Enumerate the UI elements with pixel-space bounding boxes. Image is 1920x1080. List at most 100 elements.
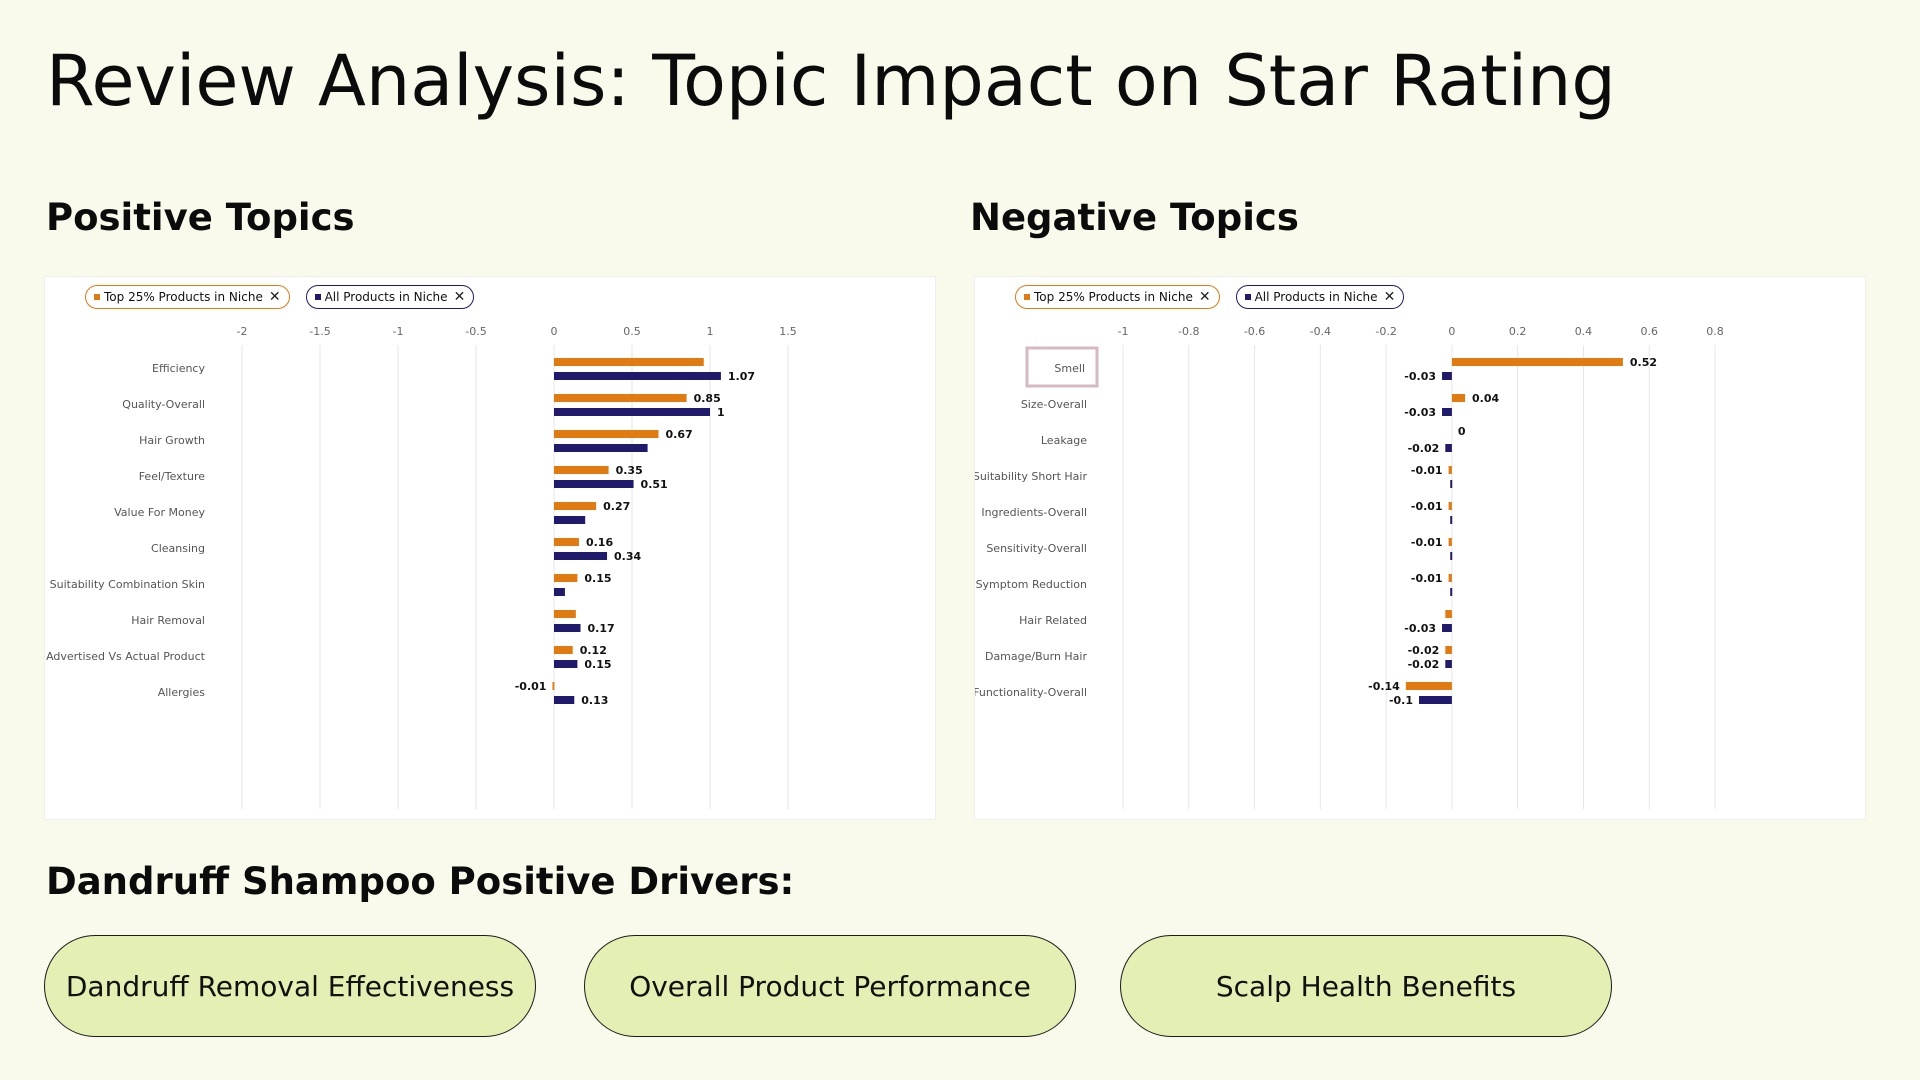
category-label: Feel/Texture [139, 470, 206, 483]
legend-all-label: All Products in Niche [324, 290, 448, 304]
category-label: Suitability Combination Skin [50, 578, 205, 591]
all-bar-quality-overall [554, 408, 710, 416]
legend-all-swatch [1244, 294, 1251, 300]
x-tick-label: -0.6 [1244, 325, 1265, 338]
data-label: -0.01 [1411, 464, 1443, 477]
all-bar-leakage [1445, 444, 1452, 452]
x-tick-label: 0.2 [1509, 325, 1527, 338]
legend-all-chip[interactable]: All Products in Niche ✕ [1235, 285, 1405, 309]
data-label: -0.01 [1411, 536, 1443, 549]
all-bar-suitability-combination-skin [554, 588, 565, 596]
data-label: -0.01 [1411, 500, 1443, 513]
all-bar-value-for-money [554, 516, 586, 524]
top25-bar-functionality-overall [1405, 682, 1452, 690]
positive-topics-heading: Positive Topics [46, 196, 355, 239]
all-bar-feel-texture [554, 480, 634, 488]
negative-chart-svg: -1 -0.8 -0.6 -0.4 -0.2 0 0.2 0.4 0.6 0.8 Smell 0.52… [975, 325, 1724, 809]
data-label: 0.04 [1472, 392, 1499, 405]
top25-bar-suitability-short-hair [1448, 466, 1452, 474]
category-label: Value For Money [114, 506, 205, 519]
all-bar-size-overall [1442, 408, 1452, 416]
category-label: Ingredients-Overall [981, 506, 1087, 519]
category-label: Advertised Vs Actual Product [46, 650, 206, 663]
data-label: -0.03 [1404, 406, 1436, 419]
top25-bar-value-for-money [554, 502, 597, 510]
data-label: -0.02 [1408, 658, 1440, 671]
positive-chart-svg: -2 -1.5 -1 -0.5 0 0.5 1 1.5Efficiency1.07Qualit… [46, 325, 797, 809]
close-icon[interactable]: ✕ [1383, 289, 1396, 305]
data-label: 0.13 [581, 694, 608, 707]
all-bar-hair-removal [554, 624, 581, 632]
data-label: 1 [717, 406, 725, 419]
all-bar-symptom-reduction [1450, 588, 1453, 596]
all-bar-functionality-overall [1419, 696, 1452, 704]
all-bar-damage-burn-hair [1445, 660, 1452, 668]
all-bar-sensitivity-overall [1450, 552, 1453, 560]
x-tick-label: 0.5 [623, 325, 641, 338]
data-label: -0.01 [515, 680, 547, 693]
all-bar-ingredients-overall [1450, 516, 1453, 524]
chart-legend: Top 25% Products in Niche ✕ All Products… [85, 285, 475, 309]
all-bar-hair-related [1442, 624, 1452, 632]
data-label: 0.16 [586, 536, 613, 549]
category-label: Suitability Short Hair [975, 470, 1087, 483]
page-title: Review Analysis: Topic Impact on Star Ra… [46, 40, 1616, 122]
data-label: 0.12 [580, 644, 607, 657]
legend-top25-chip[interactable]: Top 25% Products in Niche ✕ [85, 285, 290, 309]
close-icon[interactable]: ✕ [453, 289, 466, 305]
positive-topics-chart: -2 -1.5 -1 -0.5 0 0.5 1 1.5 Efficiency 1.07 Qualit… [44, 276, 936, 820]
top25-bar-sensitivity-overall [1448, 538, 1452, 546]
top25-bar-size-overall [1451, 394, 1466, 402]
data-label: 0.17 [588, 622, 615, 635]
category-label: Efficiency [152, 362, 205, 375]
top25-bar-hair-growth [554, 430, 659, 438]
data-label: 0.34 [614, 550, 641, 563]
driver-pill-dandruff-removal: Dandruff Removal Effectiveness [44, 935, 536, 1037]
top25-bar-efficiency [554, 358, 704, 366]
top25-bar-cleansing [554, 538, 579, 546]
legend-all-swatch [314, 294, 321, 300]
data-label: 0.67 [666, 428, 693, 441]
x-tick-label: 1 [707, 325, 714, 338]
driver-pill-scalp-health: Scalp Health Benefits [1120, 935, 1612, 1037]
x-tick-label: -1 [393, 325, 404, 338]
all-bar-suitability-short-hair [1450, 480, 1453, 488]
category-label: Size-Overall [1021, 398, 1087, 411]
x-tick-label: 0.6 [1640, 325, 1658, 338]
category-label: Hair Related [1019, 614, 1087, 627]
data-label: 0.15 [584, 658, 611, 671]
chart-legend: Top 25% Products in Niche ✕ All Products… [1015, 285, 1405, 309]
x-tick-label: -1.5 [309, 325, 330, 338]
data-label: -0.01 [1411, 572, 1443, 585]
legend-top25-label: Top 25% Products in Niche [1034, 290, 1193, 304]
close-icon[interactable]: ✕ [268, 289, 281, 305]
category-label: Leakage [1041, 434, 1087, 447]
top25-bar-symptom-reduction [1448, 574, 1452, 582]
top25-bar-hair-removal [554, 610, 576, 618]
top25-bar-damage-burn-hair [1445, 646, 1452, 654]
legend-all-chip[interactable]: All Products in Niche ✕ [305, 285, 475, 309]
legend-top25-chip[interactable]: Top 25% Products in Niche ✕ [1015, 285, 1220, 309]
all-bar-efficiency [554, 372, 721, 380]
category-label: Cleansing [151, 542, 205, 555]
negative-topics-chart: -1 -0.8 -0.6 -0.4 -0.2 0 0.2 0.4 0.6 0.8 Smell 0.52… [974, 276, 1866, 820]
data-label: 0.51 [641, 478, 668, 491]
close-icon[interactable]: ✕ [1198, 289, 1211, 305]
data-label: 0.85 [694, 392, 721, 405]
data-label: -0.02 [1408, 644, 1440, 657]
legend-top25-swatch [1024, 294, 1030, 300]
driver-pill-overall-performance: Overall Product Performance [584, 935, 1076, 1037]
x-tick-label: -0.5 [465, 325, 486, 338]
legend-all-label: All Products in Niche [1254, 290, 1378, 304]
category-label: Hair Removal [131, 614, 205, 627]
drivers-heading: Dandruff Shampoo Positive Drivers: [46, 860, 795, 903]
all-bar-cleansing [554, 552, 608, 560]
top25-bar-allergies [552, 682, 555, 690]
top25-bar-ingredients-overall [1448, 502, 1452, 510]
data-label: 0 [1458, 425, 1466, 438]
x-tick-label: -1 [1118, 325, 1129, 338]
data-label: -0.1 [1389, 694, 1413, 707]
data-label: 1.07 [728, 370, 755, 383]
top25-bar-suitability-combination-skin [554, 574, 578, 582]
category-label: Sensitivity-Overall [986, 542, 1087, 555]
